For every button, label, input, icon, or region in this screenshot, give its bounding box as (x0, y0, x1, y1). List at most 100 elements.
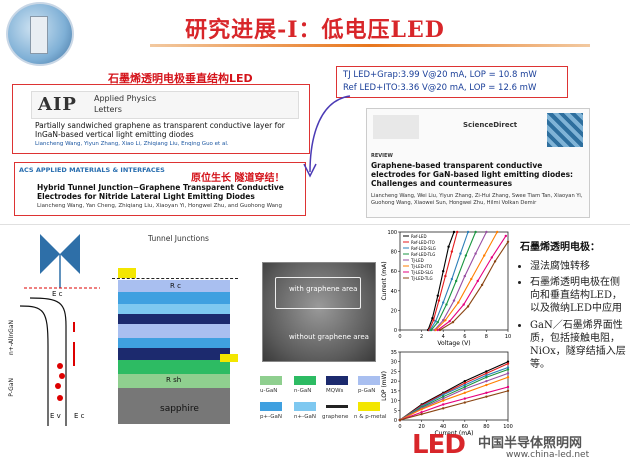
review-label: REVIEW (371, 153, 393, 159)
series-point-3 (442, 395, 445, 398)
series-point-7 (442, 407, 445, 410)
legend-label-n-gan: n-GaN (294, 388, 312, 394)
tunnel-junctions-label: Tunnel Junctions (148, 234, 209, 243)
aip-authors: Liancheng Wang, Yiyun Zhang, Xiao Li, Zh… (35, 141, 229, 147)
x-tick-label: 0 (398, 334, 401, 340)
review-paper-card[interactable]: ScienceDirect REVIEW Graphene-based tran… (366, 108, 590, 218)
publisher-logo (373, 115, 419, 139)
series-point-1 (506, 362, 510, 365)
legend-row-1 (258, 374, 392, 386)
layer-legend: u-GaN n-GaN MQWs p-GaN p+-GaN n+-GaN gra… (258, 374, 392, 428)
legend-label-2: Ref-LED-SLG (411, 246, 436, 251)
y-tick-label: 20 (391, 379, 397, 385)
x-axis-label: Current (mA) (434, 430, 473, 437)
layer-u-gan (118, 374, 230, 388)
legend-label-p-plus-gan: p+-GaN (260, 414, 283, 420)
bullet-item-1: 湿法腐蚀转移 (530, 257, 628, 272)
series-point-5 (420, 408, 423, 411)
y-axis-label: Current (mA) (381, 261, 388, 300)
y-tick-label: 25 (391, 369, 397, 375)
x-tick-label: 40 (440, 424, 446, 430)
layer-mqw (118, 314, 230, 324)
series-point-0 (431, 317, 434, 320)
band-top-icon-2 (60, 234, 80, 274)
series-point-1 (444, 274, 447, 278)
legend-swatch-p-plus-gan (260, 402, 282, 411)
acs-paper-card[interactable]: ACS APPLIED MATERIALS & INTERFACES 原位生长 … (14, 162, 306, 216)
legend-label-3: Ref-LED-TLG (411, 252, 435, 257)
sem-image: with graphene area without graphene area (262, 262, 376, 362)
y-tick-label: 20 (391, 308, 397, 314)
series-point-2 (463, 383, 466, 387)
aip-journal: Applied Physics (94, 94, 157, 103)
y-tick-label: 30 (391, 360, 397, 366)
series-point-4 (474, 252, 477, 255)
series-point-2 (442, 301, 445, 304)
institution-logo (6, 2, 74, 66)
series-point-2 (450, 277, 454, 281)
rsh-label: R sh (166, 376, 182, 384)
bullet-panel: 石墨烯透明电极： 湿法腐蚀转移 石墨烯透明电极在侧向和垂直结构LED，以及微纳L… (520, 238, 628, 371)
series-line-4 (434, 231, 487, 331)
x-tick-label: 60 (462, 424, 468, 430)
series-line-2 (399, 367, 509, 421)
series-point-0 (447, 245, 450, 248)
without-graphene-label: without graphene area (289, 333, 369, 341)
series-line-3 (399, 368, 509, 421)
legend-swatch-graphene (326, 405, 348, 408)
x-tick-label: 80 (483, 424, 489, 430)
band-diagram (19, 234, 100, 426)
series-line-5 (399, 376, 509, 421)
aip-paper-card[interactable]: AIP Applied Physics Letters Partially sa… (12, 84, 310, 154)
vertical-led-caption: 石墨烯透明电极垂直结构LED (108, 72, 253, 85)
series-point-6 (476, 279, 479, 283)
tj-led-result: TJ LED+Grap:3.99 V@20 mA, LOP = 10.8 mW (343, 70, 537, 80)
series-line-6 (437, 235, 507, 331)
layer-n-plus-gan (118, 304, 230, 314)
series-point-4 (452, 299, 456, 302)
series-point-1 (432, 319, 435, 322)
layer-p-plus-gan-2 (118, 338, 230, 348)
x-tick-label: 20 (418, 424, 424, 430)
series-point-6 (448, 319, 451, 323)
band-ec-bottom-label: E c (74, 412, 85, 420)
series-point-7 (463, 401, 466, 404)
graphene-region (275, 277, 361, 309)
series-point-2 (442, 393, 445, 396)
y-tick-label: 100 (387, 230, 397, 236)
top-contact (118, 268, 136, 278)
legend-swatch-n-gan (294, 376, 316, 385)
legend-label-graphene: graphene (322, 414, 349, 420)
x-tick-label: 6 (463, 334, 466, 340)
series-point-7 (506, 240, 510, 243)
series-point-6 (490, 256, 493, 259)
sapphire-label: sapphire (160, 404, 199, 414)
series-point-0 (506, 360, 510, 363)
acs-title: Hybrid Tunnel Junction−Graphene Transpar… (37, 183, 284, 201)
series-point-5 (463, 391, 466, 394)
graphene-line (112, 278, 238, 279)
legend-swatch-mqws (326, 376, 348, 385)
y-tick-label: 5 (394, 408, 397, 414)
series-point-2 (459, 252, 462, 255)
x-tick-label: 4 (442, 334, 445, 340)
layer-n-gan (118, 360, 230, 374)
series-point-1 (463, 381, 466, 385)
with-graphene-label: with graphene area (289, 285, 358, 293)
section-divider (0, 224, 630, 225)
bullet-heading: 石墨烯透明电极： (520, 242, 600, 253)
title-divider (150, 44, 590, 47)
series-point-7 (451, 320, 455, 324)
legend-label-u-gan: u-GaN (260, 388, 278, 394)
series-point-2 (434, 319, 437, 323)
watermark: LED 中国半导体照明网 www.china-led.net (408, 428, 630, 470)
aip-title: Partially sandwiched graphene as transpa… (35, 121, 285, 139)
series-point-3 (506, 368, 510, 371)
result-box: TJ LED+Grap:3.99 V@20 mA, LOP = 10.8 mW … (336, 66, 568, 98)
x-tick-label: 100 (503, 424, 513, 430)
series-point-5 (434, 328, 437, 332)
series-point-6 (506, 385, 510, 389)
y-tick-label: 0 (394, 418, 397, 424)
series-point-4 (506, 372, 510, 375)
acs-logo: ACS APPLIED MATERIALS & INTERFACES (19, 166, 165, 174)
